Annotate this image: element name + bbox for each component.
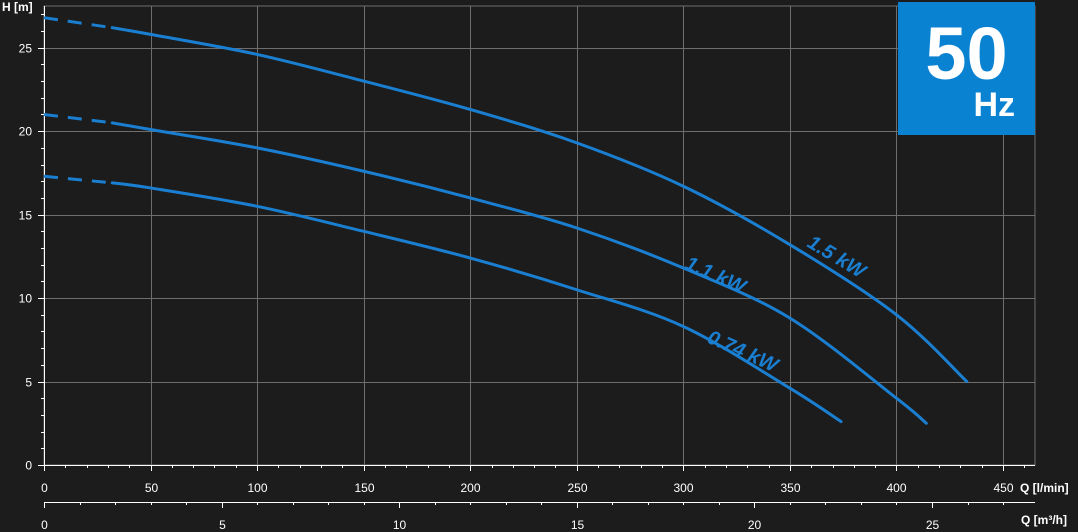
y-tick-label: 25 <box>19 42 33 56</box>
series-line-0-74kw <box>110 181 843 424</box>
curves <box>43 16 969 425</box>
x-tick-label: 400 <box>886 481 906 495</box>
x-tick-label: 200 <box>460 481 480 495</box>
series-line-1-1kw-dashed <box>43 113 113 125</box>
series-label-1-1kw: 1.1 kW <box>682 252 751 299</box>
grid <box>43 5 1036 466</box>
frequency-unit: Hz <box>973 85 1015 124</box>
x2-tick-label: 0 <box>41 518 48 532</box>
x-axis-title: Q [l/min] <box>1020 481 1069 495</box>
x-tick-label: 300 <box>673 481 693 495</box>
y-tick-label: 20 <box>19 125 33 139</box>
plot-frame <box>43 5 1036 466</box>
frequency-badge: 50 Hz <box>898 2 1035 135</box>
y-tick-label: 10 <box>19 292 33 306</box>
x2-tick-label: 20 <box>748 518 762 532</box>
x2-tick-label: 10 <box>393 518 407 532</box>
y-tick-label: 5 <box>25 376 32 390</box>
x2-axis-title: Q [m³/h] <box>1021 513 1067 527</box>
frequency-value: 50 <box>925 11 1008 95</box>
x-tick-label: 250 <box>567 481 587 495</box>
x-tick-label: 100 <box>247 481 267 495</box>
x2-tick-label: 15 <box>571 518 585 532</box>
series-line-1-5kw <box>110 26 969 384</box>
x-tick-label: 0 <box>41 481 48 495</box>
series-line-1-1kw <box>110 121 928 425</box>
x2-tick-label: 25 <box>926 518 940 532</box>
y-tick-label: 0 <box>25 459 32 473</box>
y-axis-title: H [m] <box>2 0 33 14</box>
series-line-1-5kw-dashed <box>43 16 113 30</box>
x-tick-label: 50 <box>145 481 159 495</box>
series-label-0-74kw: 0.74 kW <box>704 326 783 377</box>
series-line-0-74kw-dashed <box>43 174 113 185</box>
x-tick-label: 350 <box>780 481 800 495</box>
x-tick-label: 150 <box>354 481 374 495</box>
x-tick-label: 450 <box>993 481 1013 495</box>
x2-tick-label: 5 <box>219 518 226 532</box>
y-tick-label: 15 <box>19 209 33 223</box>
